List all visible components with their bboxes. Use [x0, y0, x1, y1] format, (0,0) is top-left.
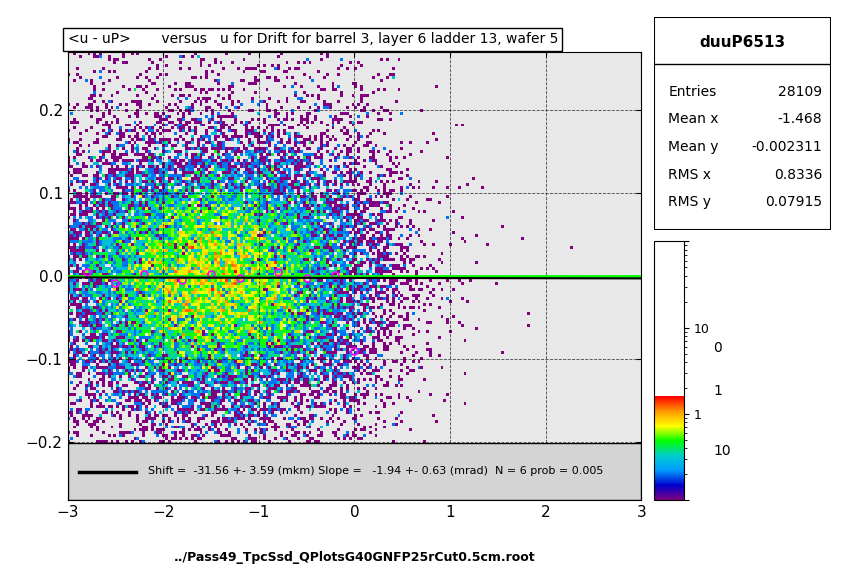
- Text: -1.468: -1.468: [778, 112, 823, 126]
- Text: 28109: 28109: [778, 85, 823, 99]
- Text: Mean x: Mean x: [668, 112, 719, 126]
- Text: Entries: Entries: [668, 85, 717, 99]
- Text: RMS y: RMS y: [668, 196, 711, 209]
- Text: Shift =  -31.56 +- 3.59 (mkm) Slope =   -1.94 +- 0.63 (mrad)  N = 6 prob = 0.005: Shift = -31.56 +- 3.59 (mkm) Slope = -1.…: [148, 466, 603, 477]
- Text: -0.002311: -0.002311: [752, 140, 823, 154]
- Text: duuP6513: duuP6513: [700, 35, 786, 50]
- Text: 1: 1: [713, 384, 722, 398]
- Text: RMS x: RMS x: [668, 168, 711, 182]
- Text: 0.07915: 0.07915: [766, 196, 823, 209]
- Text: Mean y: Mean y: [668, 140, 719, 154]
- Text: 0: 0: [713, 341, 722, 355]
- Text: ../Pass49_TpcSsd_QPlotsG40GNFP25rCut0.5cm.root: ../Pass49_TpcSsd_QPlotsG40GNFP25rCut0.5c…: [174, 550, 535, 564]
- Text: 10: 10: [713, 444, 731, 458]
- Text: <u - uP>       versus   u for Drift for barrel 3, layer 6 ladder 13, wafer 5: <u - uP> versus u for Drift for barrel 3…: [68, 32, 558, 47]
- Text: 0.8336: 0.8336: [774, 168, 823, 182]
